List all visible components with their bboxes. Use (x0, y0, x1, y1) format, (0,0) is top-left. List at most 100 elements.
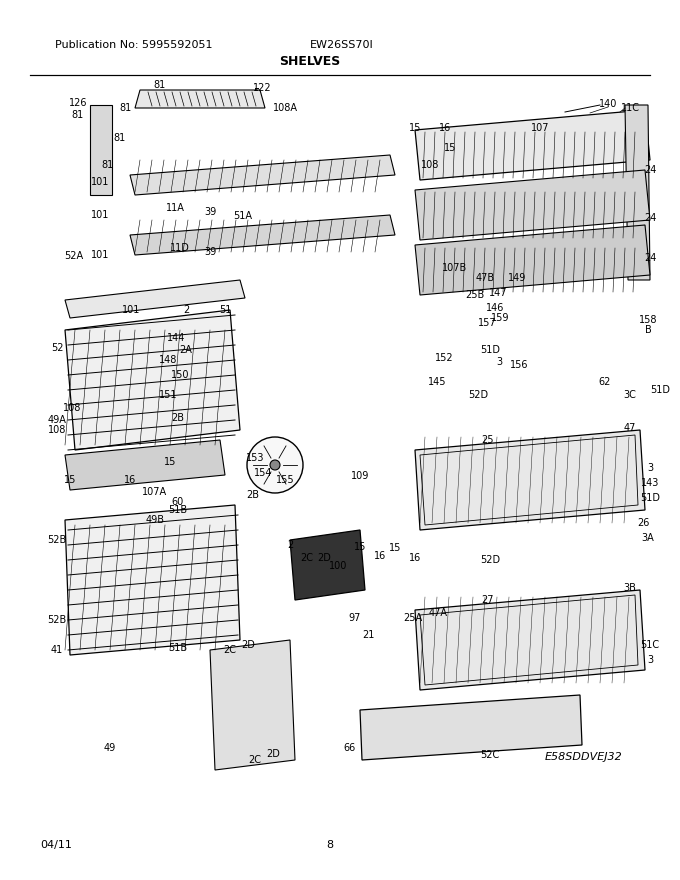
Polygon shape (210, 640, 295, 770)
Text: 66: 66 (344, 743, 356, 753)
Text: 39: 39 (204, 247, 216, 257)
Text: 3: 3 (647, 463, 653, 473)
Text: 148: 148 (159, 355, 177, 365)
Text: 24: 24 (644, 165, 656, 175)
Text: 159: 159 (491, 313, 509, 323)
Text: EW26SS70I: EW26SS70I (310, 40, 374, 50)
Text: 8: 8 (326, 840, 334, 850)
Text: 51: 51 (219, 305, 231, 315)
Text: 107: 107 (531, 123, 549, 133)
Text: 47A: 47A (428, 608, 447, 618)
Text: 100: 100 (329, 561, 347, 571)
Polygon shape (130, 155, 395, 195)
Text: 11D: 11D (170, 243, 190, 253)
Text: 2C: 2C (301, 553, 313, 563)
Text: 15: 15 (389, 543, 401, 553)
Text: 2D: 2D (317, 553, 331, 563)
Text: 101: 101 (91, 177, 109, 187)
Text: 49B: 49B (146, 515, 165, 525)
Polygon shape (90, 105, 112, 195)
Text: 2C: 2C (224, 645, 237, 655)
Text: B: B (645, 325, 651, 335)
Text: 145: 145 (428, 377, 446, 387)
Text: 3B: 3B (624, 583, 636, 593)
Text: 25B: 25B (465, 290, 485, 300)
Text: 15: 15 (409, 123, 421, 133)
Text: 153: 153 (245, 453, 265, 463)
Text: 81: 81 (102, 160, 114, 170)
Text: 97: 97 (349, 613, 361, 623)
Polygon shape (65, 440, 225, 490)
Text: 51D: 51D (640, 493, 660, 503)
Text: 51B: 51B (169, 643, 188, 653)
Text: 3A: 3A (642, 533, 654, 543)
Text: 2C: 2C (248, 755, 262, 765)
Text: 52B: 52B (48, 535, 67, 545)
Text: 2B: 2B (246, 490, 260, 500)
Polygon shape (415, 110, 650, 180)
Text: 21: 21 (362, 630, 374, 640)
Text: Publication No: 5995592051: Publication No: 5995592051 (55, 40, 212, 50)
Text: 11A: 11A (165, 203, 184, 213)
Text: 101: 101 (91, 250, 109, 260)
Text: 15: 15 (444, 143, 456, 153)
Text: 49: 49 (104, 743, 116, 753)
Text: 147: 147 (489, 288, 507, 298)
Text: 107A: 107A (142, 487, 167, 497)
Polygon shape (290, 530, 365, 600)
Text: 52A: 52A (65, 251, 84, 261)
Text: 81: 81 (119, 103, 131, 113)
Text: 11C: 11C (620, 103, 639, 113)
Polygon shape (415, 430, 645, 530)
Text: 25A: 25A (403, 613, 422, 623)
Polygon shape (415, 590, 645, 690)
Text: 157: 157 (477, 318, 496, 328)
Text: 2: 2 (183, 305, 189, 315)
Text: 24: 24 (644, 253, 656, 263)
Text: 101: 101 (122, 305, 140, 315)
Text: 140: 140 (599, 99, 617, 109)
Text: 149: 149 (508, 273, 526, 283)
Text: 62: 62 (599, 377, 611, 387)
Text: 81: 81 (72, 110, 84, 120)
Polygon shape (415, 170, 650, 240)
Text: 24: 24 (644, 213, 656, 223)
Text: 81: 81 (154, 80, 166, 90)
Text: 3: 3 (496, 357, 502, 367)
Text: SHELVES: SHELVES (279, 55, 341, 68)
Text: 52D: 52D (480, 555, 500, 565)
Text: 155: 155 (275, 475, 294, 485)
Text: 47B: 47B (475, 273, 494, 283)
Text: 152: 152 (435, 353, 454, 363)
Text: 04/11: 04/11 (40, 840, 72, 850)
Polygon shape (65, 280, 245, 318)
Text: 2: 2 (287, 540, 293, 550)
Polygon shape (625, 105, 650, 280)
Text: 146: 146 (486, 303, 504, 313)
Text: 60: 60 (172, 497, 184, 507)
Text: 52C: 52C (480, 750, 500, 760)
Text: 158: 158 (639, 315, 658, 325)
Text: 101: 101 (91, 210, 109, 220)
Text: 16: 16 (124, 475, 136, 485)
Text: 143: 143 (641, 478, 659, 488)
Text: 108: 108 (63, 403, 81, 413)
Text: 108: 108 (421, 160, 439, 170)
Circle shape (270, 460, 280, 470)
Text: 109: 109 (351, 471, 369, 481)
Text: 2D: 2D (266, 749, 280, 759)
Text: 47: 47 (624, 423, 636, 433)
Text: 51C: 51C (641, 640, 660, 650)
Text: 16: 16 (374, 551, 386, 561)
Text: 156: 156 (510, 360, 528, 370)
Text: 3: 3 (647, 655, 653, 665)
Text: 51D: 51D (480, 345, 500, 355)
Text: 15: 15 (354, 542, 367, 552)
Text: 52B: 52B (48, 615, 67, 625)
Text: E58SDDVEJ32: E58SDDVEJ32 (545, 752, 623, 762)
Polygon shape (65, 505, 240, 655)
Text: 26: 26 (636, 518, 649, 528)
Text: 81: 81 (114, 133, 126, 143)
Text: 126: 126 (69, 98, 87, 108)
Text: 51D: 51D (650, 385, 670, 395)
